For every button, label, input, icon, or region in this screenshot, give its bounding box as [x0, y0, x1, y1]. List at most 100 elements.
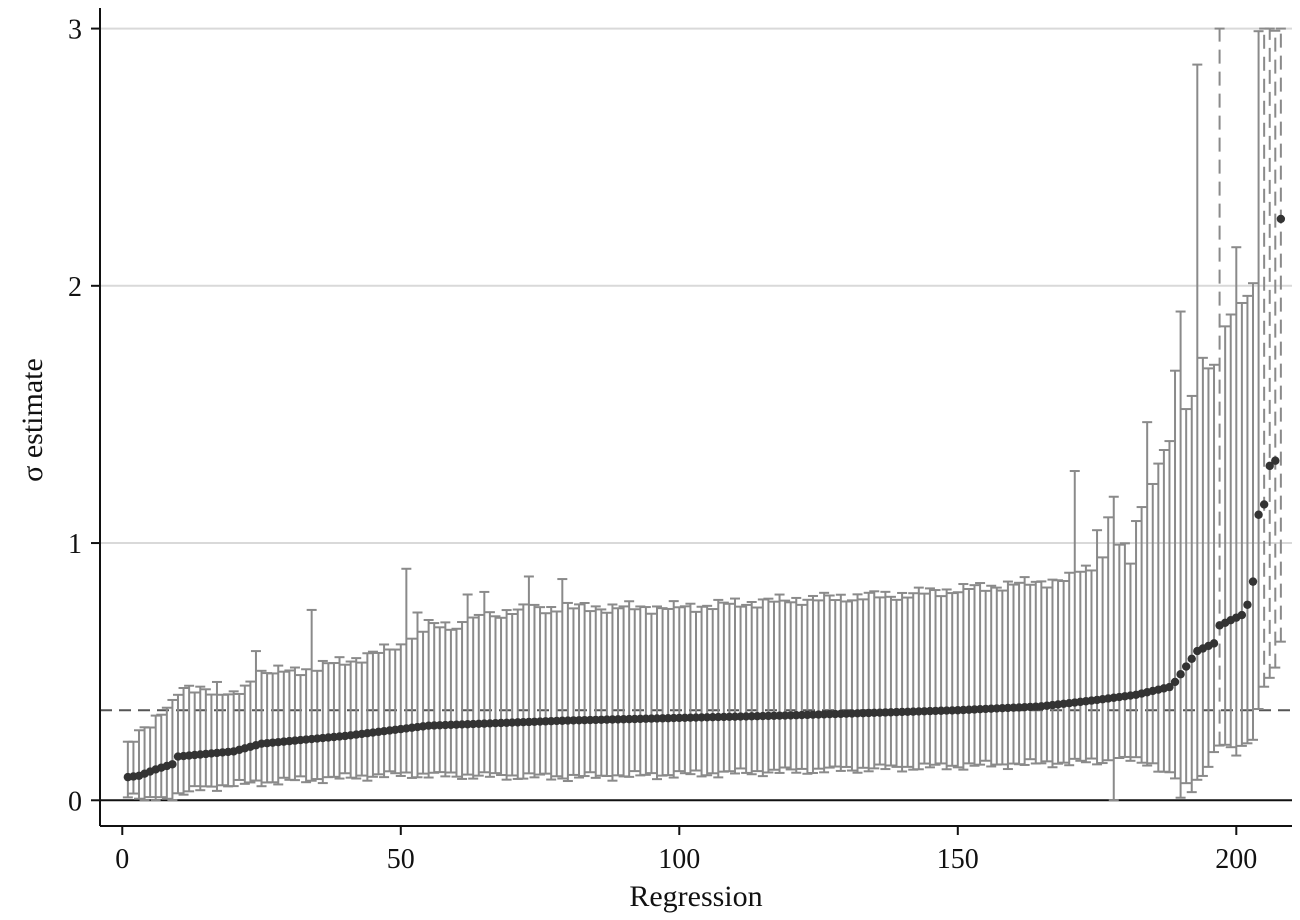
- estimate-point-202: [1243, 600, 1252, 609]
- ci-bar-188: [1164, 440, 1175, 774]
- ci-bar-173: [1080, 564, 1091, 764]
- estimate-points: [123, 214, 1286, 782]
- ci-bar-77: [546, 606, 557, 781]
- estimate-point-192: [1187, 654, 1196, 663]
- ci-bar-170: [1064, 571, 1075, 767]
- estimate-point-201: [1237, 610, 1247, 620]
- ci-bar-76: [540, 612, 551, 775]
- ci-bar-42: [351, 657, 362, 780]
- ci-bar-186: [1153, 462, 1164, 773]
- ci-bar-119: [780, 599, 791, 769]
- ci-bar-39: [334, 656, 345, 780]
- ci-bar-144: [919, 592, 930, 765]
- ci-bar-103: [691, 610, 701, 772]
- ci-bar-92: [629, 608, 640, 773]
- ci-bar-83: [579, 601, 590, 778]
- ci-bar-41: [345, 660, 356, 779]
- estimate-point-206: [1265, 461, 1274, 471]
- ci-bar-193: [1192, 63, 1203, 781]
- ci-bar-107: [713, 598, 724, 779]
- ci-bar-106: [707, 608, 718, 775]
- ci-bar-180: [1119, 542, 1130, 758]
- ci-bar-73: [523, 575, 534, 775]
- ci-bar-195: [1203, 367, 1214, 768]
- estimate-point-9: [168, 760, 177, 769]
- ci-bar-54: [418, 630, 429, 775]
- ci-bar-202: [1242, 294, 1253, 745]
- ci-bar-90: [618, 605, 629, 778]
- ci-bar-89: [613, 607, 624, 777]
- ci-bar-183: [1136, 506, 1147, 764]
- ci-bar-80: [562, 601, 573, 783]
- ci-bar-200: [1231, 246, 1242, 757]
- ci-bar-81: [568, 607, 579, 776]
- ci-bar-108: [718, 601, 729, 773]
- x-tick-label-100: 100: [658, 844, 700, 875]
- ci-bar-11: [178, 686, 189, 796]
- ci-bar-115: [757, 598, 768, 778]
- ci-bar-70: [507, 613, 518, 777]
- ci-bar-38: [328, 662, 339, 778]
- ci-bar-155: [980, 589, 991, 762]
- estimate-point-208: [1276, 214, 1286, 224]
- x-tick-label-150: 150: [937, 844, 979, 875]
- ci-bar-23: [245, 680, 256, 784]
- grid-lines: [100, 27, 1292, 545]
- ci-bar-56: [429, 622, 440, 774]
- ci-bar-151: [958, 583, 969, 771]
- ci-bar-25: [256, 669, 267, 788]
- ci-bar-166: [1041, 586, 1052, 763]
- ci-bar-140: [897, 591, 908, 773]
- ci-bar-153: [969, 584, 980, 767]
- ci-bar-4: [139, 726, 150, 802]
- ci-bar-206: [1264, 27, 1275, 679]
- ci-bar-14: [195, 685, 206, 792]
- ci-bar-146: [930, 589, 941, 766]
- ci-bar-86: [596, 608, 607, 777]
- ci-bar-147: [936, 595, 947, 765]
- ci-bar-51: [401, 567, 412, 774]
- ci-bar-142: [908, 592, 919, 771]
- ci-bar-137: [880, 590, 891, 771]
- estimate-point-188: [1165, 682, 1174, 692]
- ci-bar-8: [161, 706, 172, 800]
- ci-bar-133: [858, 598, 869, 769]
- ci-bar-149: [947, 592, 958, 767]
- ci-bar-172: [1075, 570, 1086, 762]
- ci-bar-113: [746, 600, 757, 776]
- ci-bar-44: [362, 652, 373, 782]
- ci-bar-84: [585, 610, 596, 774]
- ci-bar-160: [1008, 583, 1019, 765]
- ci-bar-168: [1053, 579, 1064, 765]
- ci-bar-35: [312, 669, 323, 781]
- ci-bar-198: [1220, 325, 1231, 746]
- ci-bar-18: [217, 693, 228, 787]
- ci-bar-117: [768, 600, 779, 771]
- ci-bar-162: [1019, 576, 1030, 766]
- ci-bar-175: [1092, 529, 1103, 766]
- ci-bar-163: [1025, 583, 1036, 761]
- ci-bar-99: [668, 600, 679, 779]
- ci-bar-98: [663, 607, 674, 777]
- ci-bar-3: [133, 729, 144, 800]
- y-tick-label-1: 1: [68, 529, 82, 560]
- ci-bar-62: [462, 593, 473, 776]
- ci-bar-10: [172, 693, 183, 795]
- ci-bar-116: [763, 597, 774, 774]
- ci-bar-127: [824, 594, 835, 769]
- ci-bar-17: [211, 680, 222, 792]
- estimate-point-207: [1271, 456, 1280, 465]
- ci-bar-68: [496, 616, 507, 777]
- ci-bar-1: [122, 740, 133, 799]
- ci-bar-205: [1259, 27, 1270, 688]
- ci-bar-125: [813, 599, 824, 770]
- ci-bar-12: [184, 684, 195, 793]
- ci-bar-97: [657, 607, 668, 777]
- ci-bar-74: [529, 603, 540, 779]
- ci-bar-190: [1175, 310, 1186, 799]
- ci-bar-96: [652, 605, 663, 781]
- ci-bar-138: [885, 595, 896, 767]
- ci-bar-196: [1209, 363, 1220, 754]
- ci-bar-91: [624, 600, 635, 778]
